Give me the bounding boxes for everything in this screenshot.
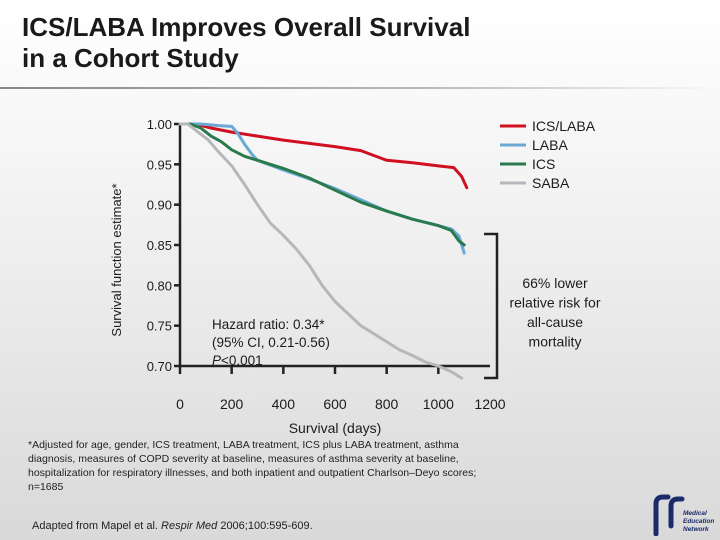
y-ticks: 1.00 0.95 0.90 0.85 0.80 0.75 0.70	[147, 117, 180, 374]
y-tick-label: 1.00	[147, 117, 172, 132]
logo-wordmark: Medical Education Network	[683, 510, 714, 533]
slide-title-line-2: in a Cohort Study	[22, 43, 239, 73]
x-tick-label: 200	[220, 396, 244, 412]
x-tick-label: 1200	[474, 396, 505, 412]
legend-label: ICS	[532, 156, 555, 172]
legend-label: LABA	[532, 137, 568, 153]
slide-title-line-1: ICS/LABA Improves Overall Survival	[22, 12, 471, 42]
x-ticks: 0 200 400 600 800 1000 1200	[176, 366, 506, 412]
risk-bracket	[484, 232, 499, 380]
source-prefix: Adapted from Mapel et al.	[32, 520, 162, 532]
source-citation: Adapted from Mapel et al. Respir Med 200…	[32, 520, 313, 532]
x-tick-label: 600	[323, 396, 347, 412]
x-tick-label: 0	[176, 396, 184, 412]
hazard-line: P<0.001	[212, 353, 263, 368]
y-tick-label: 0.80	[147, 278, 172, 293]
x-tick-label: 400	[272, 396, 296, 412]
y-tick-label: 0.75	[147, 319, 172, 334]
y-axis-title: Survival function estimate*	[109, 183, 124, 336]
series-line-ics	[178, 122, 466, 247]
y-tick-label: 0.85	[147, 238, 172, 253]
source-journal: Respir Med	[161, 520, 218, 532]
footnote: *Adjusted for age, gender, ICS treatment…	[28, 439, 477, 493]
y-tick-label: 0.70	[147, 359, 172, 374]
y-tick-label: 0.90	[147, 198, 172, 213]
legend-label: ICS/LABA	[532, 118, 596, 134]
risk-line: all-cause	[527, 314, 583, 330]
x-tick-label: 1000	[423, 396, 454, 412]
series-line-saba	[178, 122, 464, 380]
risk-line: mortality	[529, 334, 582, 350]
logo-text-network: Network	[683, 526, 709, 533]
relative-risk-annotation: 66% lower relative risk for all-cause morta…	[509, 275, 600, 350]
y-tick-label: 0.95	[147, 157, 172, 172]
hazard-ratio-annotation: Hazard ratio: 0.34* (95% CI, 0.21-0.56) P<…	[212, 317, 330, 368]
x-tick-label: 800	[375, 396, 399, 412]
series-lines	[178, 122, 469, 380]
legend: ICS/LABA LABA ICS SABA	[500, 118, 596, 191]
source-suffix: 2006;100:595-609.	[217, 520, 313, 532]
medical-education-network-logo: Medical Education Network	[653, 494, 714, 536]
logo-text-education: Education	[683, 518, 714, 525]
hazard-line: Hazard ratio: 0.34*	[212, 317, 325, 332]
slide-title: ICS/LABA Improves Overall Survival in a …	[22, 12, 642, 74]
series-line-ics-laba	[178, 122, 469, 190]
x-axis-title: Survival (days)	[289, 420, 382, 436]
title-divider	[0, 87, 720, 89]
hazard-line: (95% CI, 0.21-0.56)	[212, 335, 330, 350]
risk-line: 66% lower	[522, 275, 588, 291]
axes: 1.00 0.95 0.90 0.85 0.80 0.75 0.70 0 200 400 600 8…	[147, 117, 506, 412]
logo-text-medical: Medical	[683, 510, 707, 517]
legend-label: SABA	[532, 175, 570, 191]
risk-line: relative risk for	[509, 295, 600, 311]
